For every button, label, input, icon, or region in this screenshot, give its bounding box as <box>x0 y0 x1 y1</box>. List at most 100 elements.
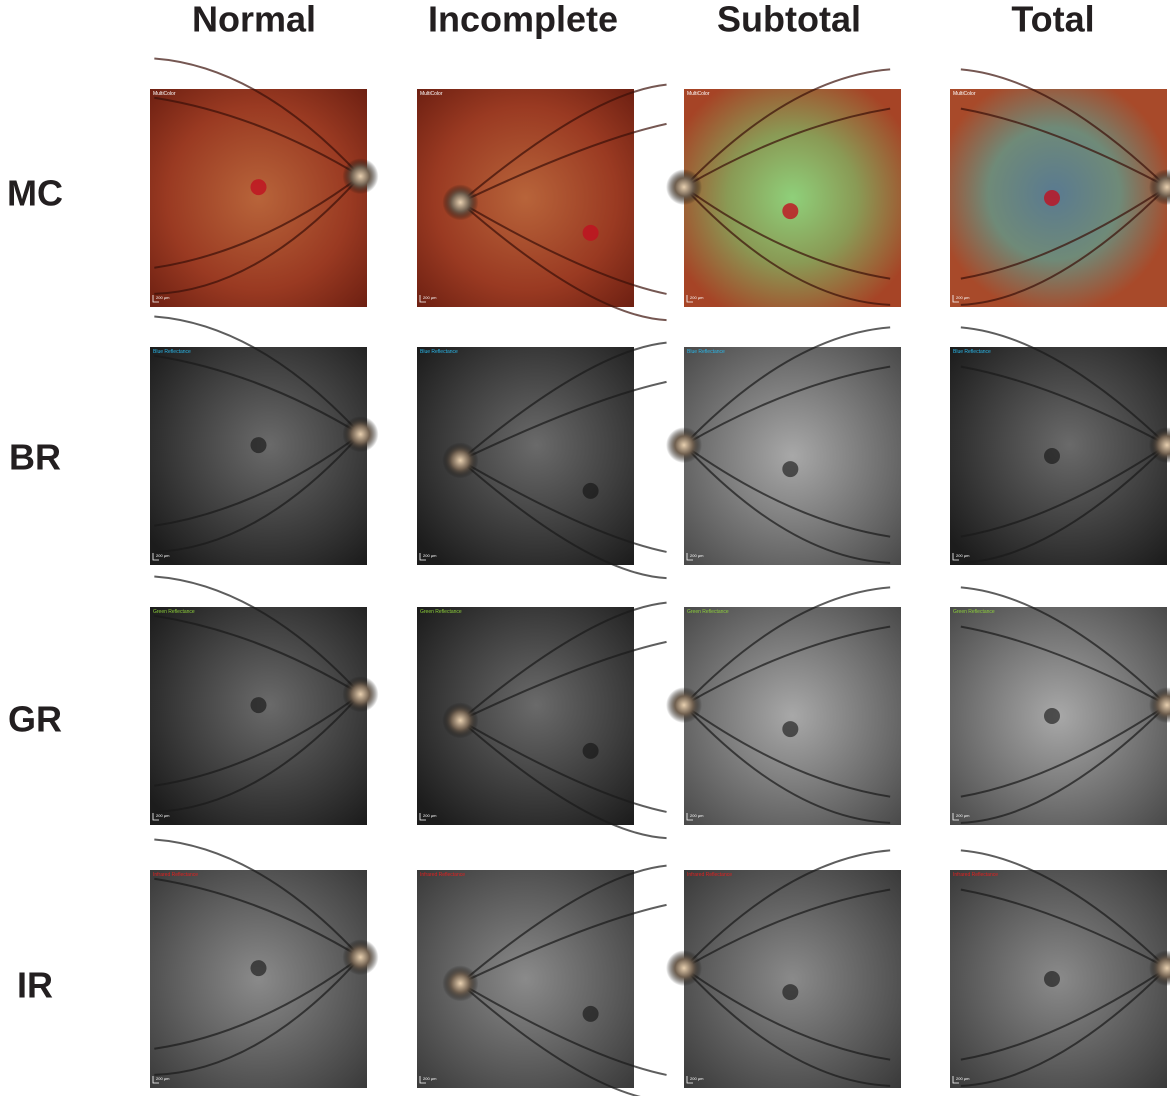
fovea <box>250 697 267 714</box>
scale-bar <box>152 553 159 561</box>
scale-bar-label: 200 µm <box>690 295 704 300</box>
vessel <box>154 956 362 1050</box>
fundus-image: Blue Reflectance 200 µm <box>950 326 1170 565</box>
fundus-image: Blue Reflectance 200 µm <box>150 315 379 565</box>
optic-disc <box>442 702 479 739</box>
vessel <box>683 888 891 969</box>
vessel <box>154 838 362 958</box>
image-background <box>150 89 367 307</box>
vessel <box>154 175 362 295</box>
fundus-image: MultiColor 200 µm <box>417 83 667 322</box>
vessel <box>459 341 667 462</box>
optic-disc <box>442 184 479 221</box>
optic-disc <box>442 965 479 1002</box>
vessel <box>459 459 667 553</box>
vessel <box>459 982 667 1076</box>
optic-disc <box>666 427 702 464</box>
fundus-image: Green Reflectance 200 µm <box>666 586 901 825</box>
optic-disc <box>1149 169 1170 206</box>
vessel <box>154 354 362 436</box>
image-label: MultiColor <box>420 91 443 97</box>
column-header: Total <box>1011 0 1094 40</box>
column-header: Subtotal <box>717 0 861 40</box>
vessel <box>459 640 667 722</box>
fundus-image: Infrared Reflectance 200 µm <box>150 838 379 1088</box>
image-label: MultiColor <box>687 91 710 97</box>
scale-bar-label: 200 µm <box>156 1076 170 1081</box>
scale-bar <box>952 295 959 303</box>
row-label: GR <box>8 699 62 740</box>
image-label: Blue Reflectance <box>953 349 991 355</box>
vessel <box>459 719 667 813</box>
vessel <box>960 186 1168 306</box>
scale-bar-label: 200 µm <box>423 295 437 300</box>
scale-bar-label: 200 µm <box>690 813 704 818</box>
image-label: Green Reflectance <box>953 609 995 615</box>
vessel <box>154 693 362 813</box>
scale-bar <box>152 295 159 303</box>
scale-bar <box>686 295 693 303</box>
vessel <box>683 444 891 564</box>
scale-bar <box>686 813 693 821</box>
vessel <box>683 967 891 1061</box>
scale-bar-label: 200 µm <box>956 295 970 300</box>
vessel <box>154 57 362 177</box>
vessel <box>154 315 362 435</box>
fovea <box>1043 448 1060 464</box>
vessel <box>683 704 891 824</box>
fovea <box>582 742 599 759</box>
optic-disc <box>342 676 379 713</box>
image-label: Blue Reflectance <box>153 349 191 355</box>
vessel <box>459 380 667 462</box>
fovea <box>1043 971 1060 987</box>
vessel <box>960 967 1168 1087</box>
vessel <box>960 444 1168 538</box>
scale-bar-label: 200 µm <box>423 1076 437 1081</box>
image-label: Infrared Reflectance <box>420 872 465 878</box>
vessel <box>960 849 1168 969</box>
vessel <box>154 614 362 696</box>
optic-disc <box>666 169 702 206</box>
vessel <box>459 903 667 985</box>
fundus-image: Green Reflectance 200 µm <box>150 575 379 825</box>
image-background <box>150 607 367 825</box>
vessel <box>459 982 642 1096</box>
image-label: Green Reflectance <box>153 609 195 615</box>
optic-disc <box>1149 950 1170 987</box>
image-background <box>684 607 901 825</box>
fundus-image: Infrared Reflectance 200 µm <box>950 849 1170 1088</box>
image-background <box>150 347 367 565</box>
vessel <box>459 122 667 204</box>
vessel <box>459 201 667 322</box>
vessel <box>960 625 1168 706</box>
vessel <box>154 693 362 787</box>
fundus-image: Blue Reflectance 200 µm <box>666 326 901 565</box>
vessel <box>459 83 667 204</box>
image-label: Blue Reflectance <box>420 349 458 355</box>
image-background <box>150 870 367 1088</box>
vessel <box>459 201 667 295</box>
fundus-image: Green Reflectance 200 µm <box>950 586 1170 825</box>
fundus-image: MultiColor 200 µm <box>666 68 901 307</box>
vessel <box>154 956 362 1076</box>
fovea <box>782 461 799 478</box>
image-label: Infrared Reflectance <box>953 872 998 878</box>
column-header: Incomplete <box>428 0 618 40</box>
scale-bar <box>152 813 159 821</box>
scale-bar-label: 200 µm <box>690 553 704 558</box>
scale-bar <box>952 553 959 561</box>
fundus-image: Infrared Reflectance 200 µm <box>666 849 901 1088</box>
optic-disc <box>342 416 379 453</box>
vessel <box>960 186 1168 280</box>
fovea <box>250 179 267 196</box>
vessel <box>154 433 362 527</box>
scale-bar-label: 200 µm <box>423 553 437 558</box>
scale-bar-label: 200 µm <box>423 813 437 818</box>
row-label: IR <box>17 965 53 1006</box>
scale-bar-label: 200 µm <box>956 553 970 558</box>
scale-bar <box>419 813 426 821</box>
vessel <box>683 186 891 306</box>
vessel <box>459 864 667 985</box>
vessel <box>154 575 362 695</box>
column-header: Normal <box>192 0 316 40</box>
